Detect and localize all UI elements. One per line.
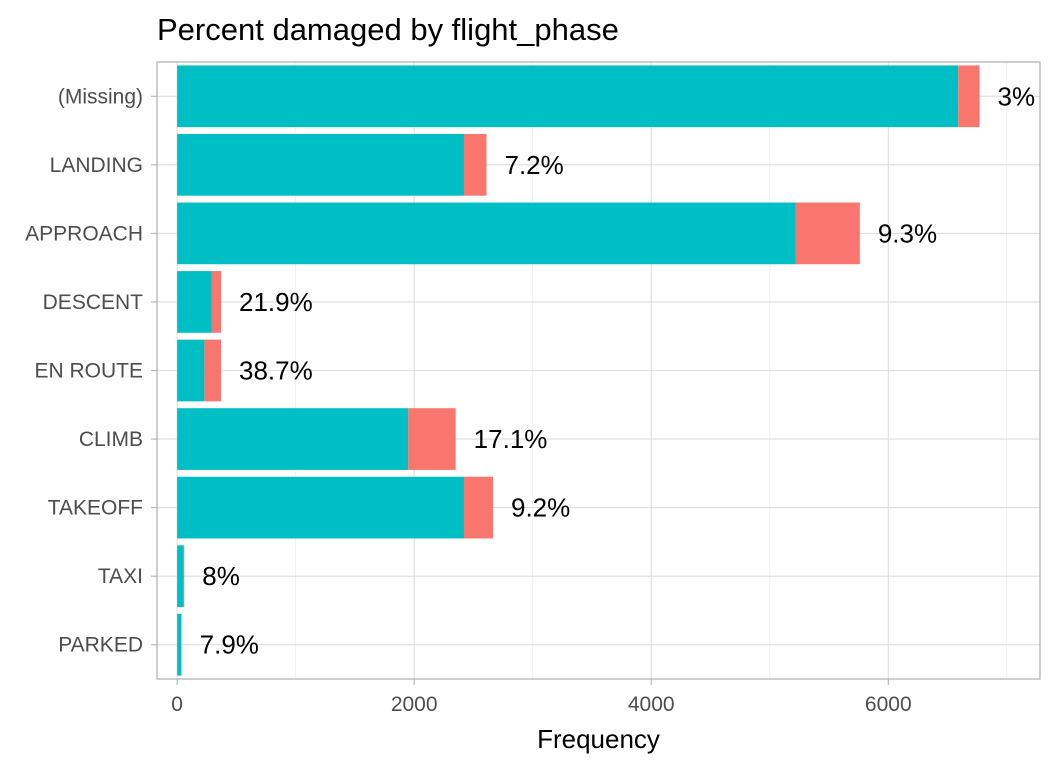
- y-tick-label: PARKED: [58, 634, 143, 657]
- y-tick-label: EN ROUTE: [34, 360, 143, 383]
- bar-damaged: [958, 65, 980, 128]
- bar-undamaged: [177, 65, 959, 128]
- bar-undamaged: [177, 202, 796, 265]
- bar-damaged: [211, 271, 222, 333]
- bar-damaged: [183, 545, 185, 608]
- x-tick-label: 4000: [628, 693, 675, 716]
- x-axis-label: Frequency: [537, 724, 660, 754]
- data-label: 9.3%: [878, 218, 937, 248]
- bar-damaged: [204, 339, 222, 402]
- x-tick-label: 2000: [391, 693, 438, 716]
- x-axis-ticks: 0 2000 4000 6000: [171, 679, 912, 716]
- data-label: 9.2%: [511, 493, 570, 523]
- bar-undamaged: [177, 545, 184, 608]
- bar-undamaged: [177, 339, 205, 402]
- x-tick-label: 0: [171, 693, 183, 716]
- data-labels: 3% 7.2% 9.3% 21.9% 38.7% 17.1% 9.2% 8% 7.9%: [200, 81, 1035, 659]
- y-tick-label: DESCENT: [43, 291, 144, 314]
- data-label: 38.7%: [239, 356, 313, 386]
- y-tick-label: TAKEOFF: [48, 497, 143, 520]
- y-tick-label: CLIMB: [79, 428, 143, 451]
- bar-damaged: [463, 133, 487, 196]
- data-label: 3%: [998, 81, 1036, 111]
- bar-undamaged: [177, 271, 212, 333]
- bar-damaged: [463, 476, 494, 539]
- bar-damaged: [408, 408, 456, 470]
- data-label: 7.9%: [200, 630, 259, 660]
- bar-damaged: [795, 202, 860, 265]
- data-label: 21.9%: [239, 287, 313, 317]
- data-label: 8%: [202, 561, 240, 591]
- bar-undamaged: [177, 408, 409, 470]
- y-axis-ticks: (Missing) LANDING APPROACH DESCENT EN ROUTE C…: [25, 85, 157, 657]
- y-tick-label: TAXI: [98, 565, 143, 588]
- bar-undamaged: [177, 476, 464, 539]
- x-tick-label: 6000: [865, 693, 912, 716]
- y-tick-label: (Missing): [58, 85, 143, 108]
- data-label: 7.2%: [504, 150, 563, 180]
- bar-undamaged: [177, 613, 182, 676]
- data-label: 17.1%: [474, 424, 548, 454]
- bar-undamaged: [177, 133, 464, 196]
- bars: [177, 65, 980, 676]
- y-tick-label: LANDING: [50, 154, 143, 177]
- chart-title: Percent damaged by flight_phase: [157, 12, 619, 47]
- y-tick-label: APPROACH: [25, 222, 143, 245]
